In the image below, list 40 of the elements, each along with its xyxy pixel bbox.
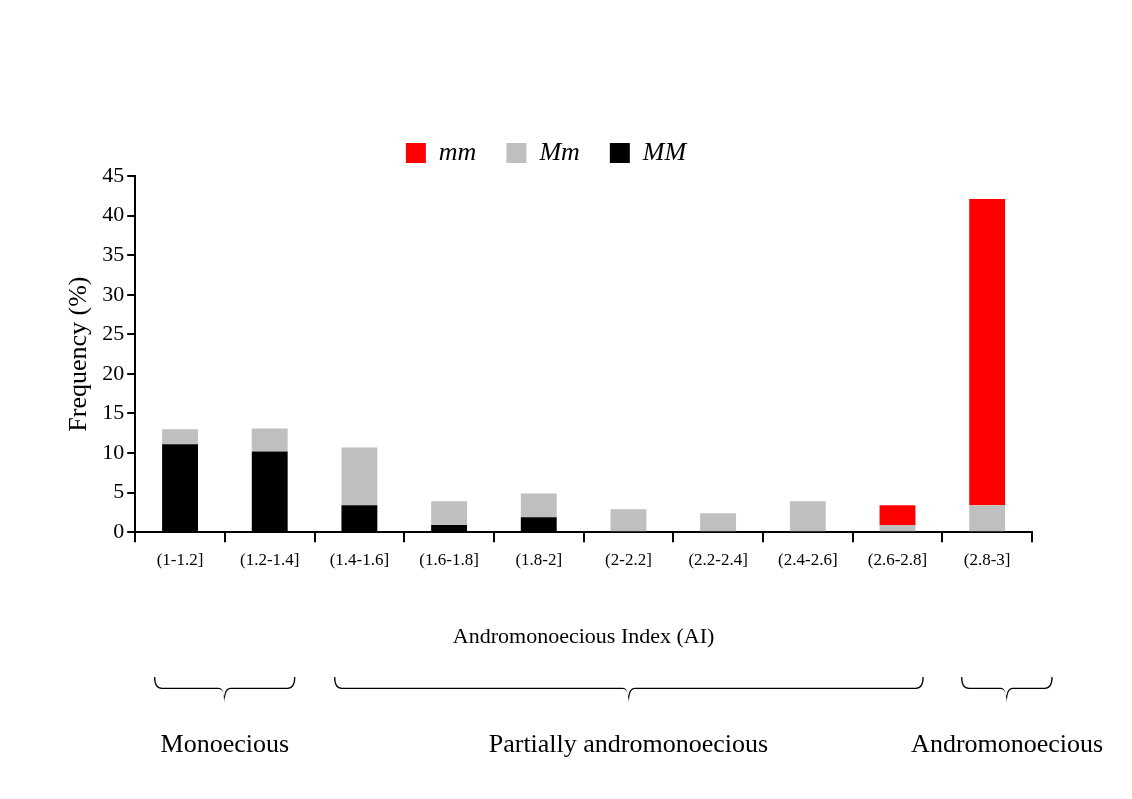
x-tick-label: (1.4-1.6]	[329, 549, 390, 569]
bar	[520, 493, 557, 518]
text: Monoecious	[160, 728, 290, 758]
y-tick-label: 45	[102, 161, 125, 187]
legend-label: MM	[641, 136, 688, 166]
bar	[251, 428, 288, 452]
text: Andromonoecious	[911, 728, 1104, 758]
bar	[610, 509, 647, 532]
legend-label: Mm	[538, 136, 580, 166]
bar	[789, 501, 826, 532]
x-tick-label: (1.2-1.4]	[239, 549, 300, 569]
y-tick-label: 35	[102, 240, 125, 266]
x-tick-label: (2-2.2]	[605, 549, 652, 569]
bar	[341, 447, 378, 506]
x-tick-label: (1-1.2]	[156, 549, 204, 569]
x-axis-title: Andromonoecious Index (AI)	[452, 622, 715, 648]
text: Partially andromonoecious	[488, 728, 769, 758]
y-tick-label: 25	[102, 320, 125, 346]
y-tick-label: 40	[102, 201, 125, 227]
x-tick-label: (2.8-3]	[963, 549, 1011, 569]
x-tick-label: (2.4-2.6]	[778, 549, 838, 569]
y-axis-title: Frequency (%)	[63, 276, 93, 432]
x-tick-label: (2.2-2.4]	[688, 549, 748, 569]
y-tick-label: 30	[102, 280, 125, 306]
bar	[969, 198, 1006, 506]
x-tick-label: (2.6-2.8]	[867, 549, 928, 569]
x-tick-label: (1.6-1.8]	[419, 549, 479, 569]
y-tick-label: 20	[102, 359, 125, 385]
bar	[431, 501, 468, 526]
y-tick-label: 5	[113, 478, 125, 504]
legend-label: mm	[438, 136, 477, 166]
bar	[879, 505, 916, 526]
bar	[879, 525, 916, 532]
y-tick-label: 0	[113, 517, 125, 543]
y-tick-label: 10	[102, 438, 125, 464]
x-tick-label: (1.8-2]	[515, 549, 563, 569]
bar	[162, 429, 198, 445]
y-tick-label: 15	[102, 399, 125, 425]
bar	[969, 505, 1006, 532]
bar	[700, 513, 737, 532]
